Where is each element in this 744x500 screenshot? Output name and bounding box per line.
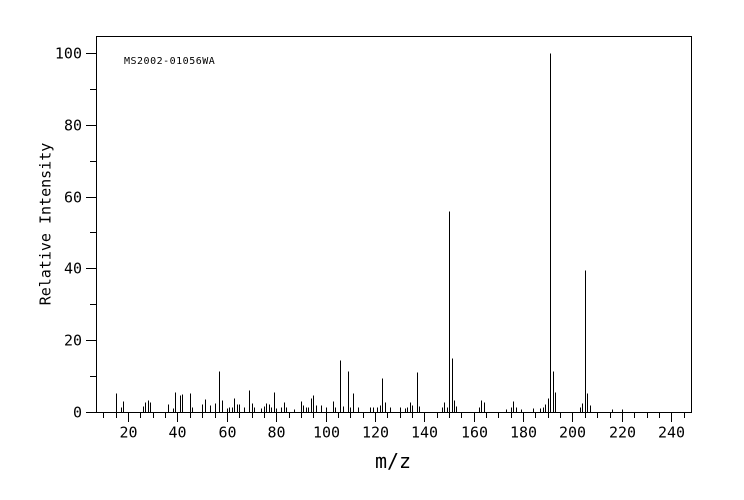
x-tick-label: 220 xyxy=(609,424,636,442)
x-tick-label: 140 xyxy=(411,424,438,442)
x-tick-label: 160 xyxy=(461,424,488,442)
x-tick-label: 240 xyxy=(658,424,685,442)
y-tick-label: 100 xyxy=(55,45,82,63)
x-tick-label: 100 xyxy=(313,424,340,442)
x-tick-label: 60 xyxy=(218,424,236,442)
plot-frame xyxy=(96,36,692,413)
x-axis-title: m/z xyxy=(374,449,412,473)
x-tick-label: 200 xyxy=(559,424,586,442)
x-tick-label: 120 xyxy=(362,424,389,442)
spectrum-id-label: MS2002-01056WA xyxy=(124,56,216,67)
y-tick-label: 60 xyxy=(64,189,82,207)
y-tick-label: 20 xyxy=(64,332,82,350)
y-tick-label: 80 xyxy=(64,117,82,135)
x-tick-label: 180 xyxy=(510,424,537,442)
x-tick-label: 80 xyxy=(267,424,285,442)
y-tick-label: 0 xyxy=(73,404,82,422)
y-axis-title: Relative Intensity xyxy=(36,142,55,306)
x-tick-label: 20 xyxy=(119,424,137,442)
y-tick-label: 40 xyxy=(64,260,82,278)
x-tick-label: 40 xyxy=(168,424,186,442)
